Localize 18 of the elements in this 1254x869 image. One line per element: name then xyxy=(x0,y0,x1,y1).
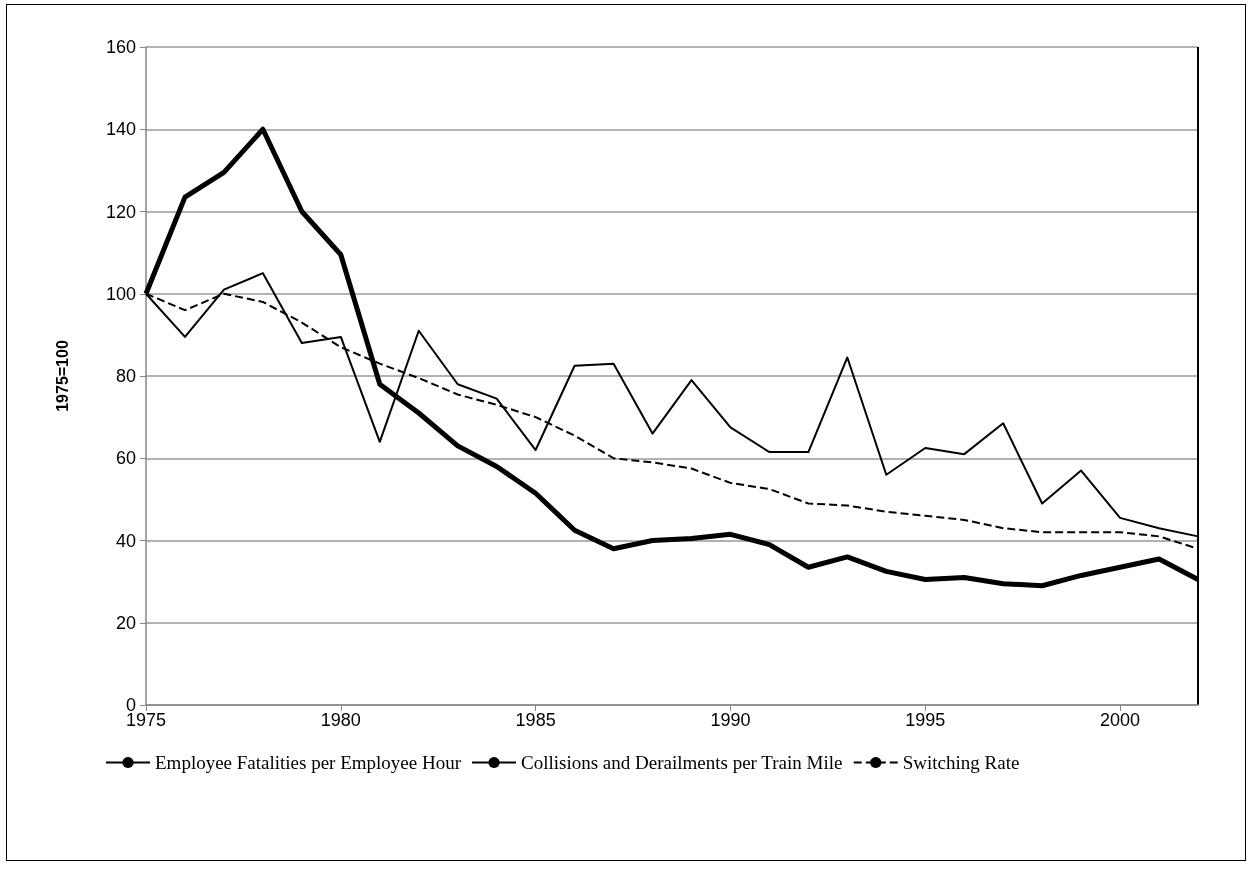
y-tick-label: 100 xyxy=(105,283,136,304)
y-tick-label: 140 xyxy=(105,119,136,140)
x-tick-label: 1990 xyxy=(710,710,751,730)
y-tick-label: 40 xyxy=(115,530,136,551)
x-tick-label: 1975 xyxy=(125,710,167,730)
y-tick-label: 160 xyxy=(105,37,136,57)
x-tick-label: 1995 xyxy=(905,710,946,730)
x-tick-label: 1985 xyxy=(515,710,556,730)
y-tick-label: 120 xyxy=(105,201,136,222)
y-tick-label: 60 xyxy=(115,448,136,469)
legend-label: Switching Rate xyxy=(902,752,1020,773)
legend-label: Collisions and Derailments per Train Mile xyxy=(521,752,843,773)
x-tick-label: 2000 xyxy=(1100,710,1141,730)
legend-label: Employee Fatalities per Employee Hour xyxy=(155,752,462,773)
y-tick-label: 20 xyxy=(115,612,136,633)
x-tick-label: 1980 xyxy=(320,710,361,730)
y-axis-title: 1975=100 xyxy=(53,340,71,412)
y-tick-label: 80 xyxy=(115,366,136,386)
